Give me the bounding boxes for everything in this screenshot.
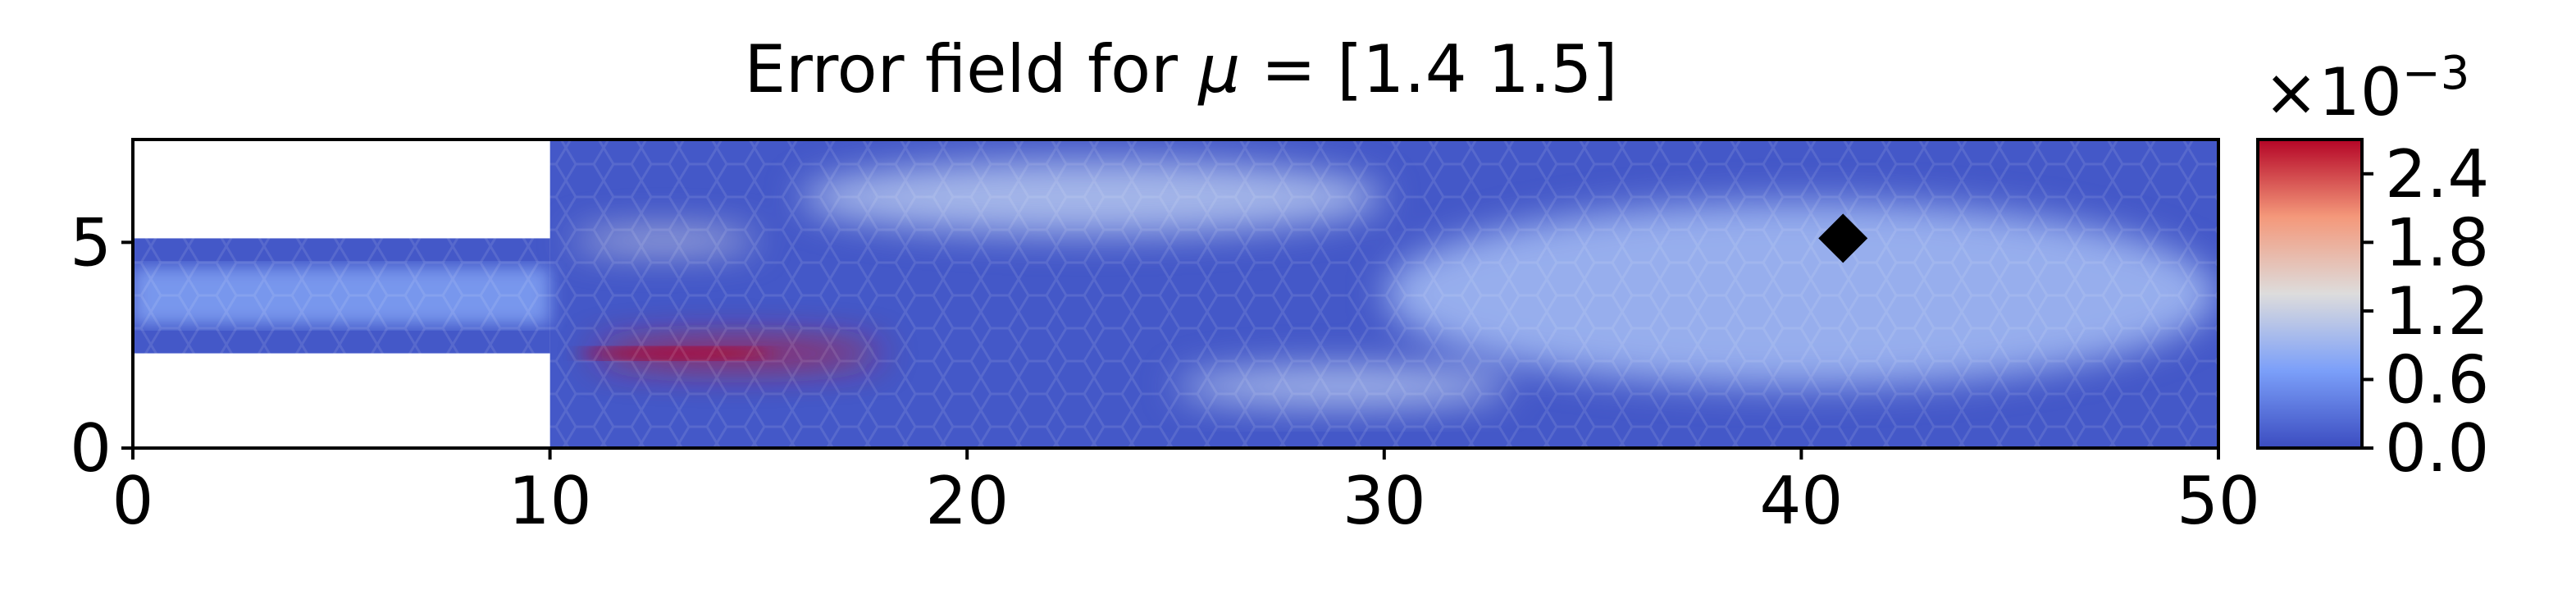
axes: 0 10 20 30 40 50 0 5	[70, 138, 2260, 539]
x-tick-label: 50	[2177, 463, 2260, 539]
axes-frame	[131, 138, 2220, 450]
colorbar: 0.00.61.21.82.4×10−3	[2256, 47, 2489, 487]
x-tick-label: 30	[1343, 463, 1426, 539]
marker-diamond	[1818, 213, 1868, 263]
blank-region-top	[133, 140, 550, 239]
colorbar-tick-label: 1.2	[2385, 273, 2489, 350]
error-field	[133, 140, 2218, 448]
x-tick-label: 20	[925, 463, 1009, 539]
x-tick-label: 10	[508, 463, 592, 539]
colorbar-multiplier: ×10−3	[2264, 47, 2469, 130]
colorbar-tick-label: 0.0	[2385, 410, 2489, 487]
main-mesh-texture	[549, 140, 2218, 448]
colorbar-tick-label: 0.6	[2385, 341, 2489, 418]
colorbar-frame	[2256, 138, 2364, 450]
y-tick-label: 0	[70, 410, 112, 487]
chart-title: Error field for μ = [1.4 1.5]	[744, 31, 1617, 108]
x-tick-label: 0	[112, 463, 154, 539]
colorbar-tick-label: 2.4	[2385, 136, 2489, 213]
inlet-mesh-texture	[133, 238, 550, 354]
blank-region-bottom	[133, 353, 550, 448]
colorbar-gradient	[2258, 140, 2362, 448]
x-tick-label: 40	[1760, 463, 1844, 539]
mu-symbol: μ	[1197, 31, 1240, 108]
colorbar-tick-label: 1.8	[2385, 204, 2489, 281]
y-tick-label: 5	[70, 204, 112, 281]
plot-area	[133, 140, 2218, 448]
